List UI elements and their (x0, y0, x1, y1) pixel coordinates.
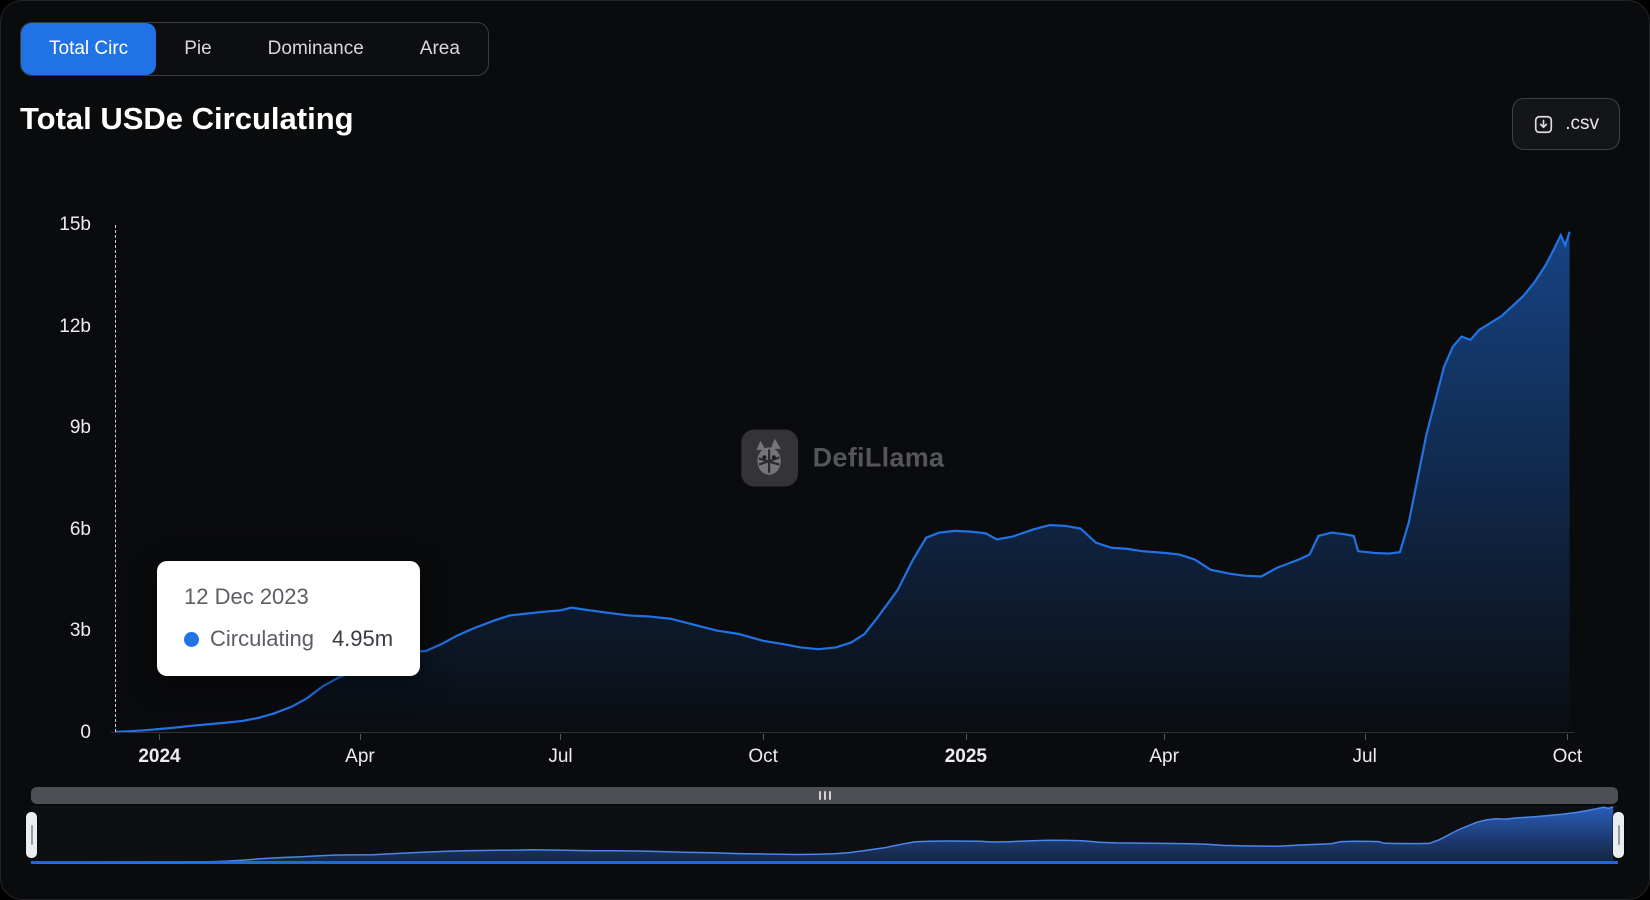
chart-tooltip: 12 Dec 2023 Circulating 4.95m (157, 561, 421, 676)
y-axis-label: 12b (59, 315, 91, 337)
x-axis-tick (1567, 734, 1569, 740)
y-axis-label: 9b (69, 417, 91, 439)
brush-scrollbar[interactable] (31, 787, 1618, 804)
brush-handle-right[interactable] (1613, 812, 1624, 858)
brush-mini-chart[interactable] (31, 806, 1618, 864)
brush-handle-left[interactable] (26, 812, 37, 858)
y-axis-label: 6b (69, 518, 91, 540)
x-axis-tick (159, 734, 161, 740)
timeline-brush (26, 787, 1624, 865)
download-icon (1535, 115, 1553, 133)
main-chart-area[interactable]: DefiLlama 12 Dec 2023 Circulating 4.95m (111, 225, 1574, 733)
y-axis-label: 3b (69, 620, 91, 642)
chart-type-tabs: Total Circ Pie Dominance Area (20, 22, 489, 76)
series-color-dot (184, 631, 199, 647)
watermark-text: DefiLlama (812, 442, 945, 473)
x-axis-label: Oct (748, 746, 778, 767)
defillama-watermark: DefiLlama (740, 429, 945, 487)
mini-area-chart (35, 806, 1614, 864)
tab-dominance[interactable]: Dominance (240, 23, 392, 75)
x-axis-tick (560, 734, 562, 740)
scrollbar-grip-icon (818, 791, 831, 800)
tooltip-series-label: Circulating (210, 626, 314, 651)
x-axis-label: Apr (1149, 746, 1179, 767)
tab-pie[interactable]: Pie (156, 23, 239, 75)
crosshair-dashed-line (115, 225, 117, 732)
y-axis-label: 0 (80, 722, 91, 743)
x-axis-label: Oct (1552, 746, 1583, 767)
csv-button-label: .csv (1565, 113, 1599, 134)
tab-area[interactable]: Area (392, 23, 488, 75)
x-axis-tick (965, 734, 967, 740)
mini-area-fill (35, 806, 1614, 864)
x-axis-label: 2025 (944, 746, 988, 767)
x-axis-label: 2024 (138, 746, 181, 767)
tooltip-value: 4.95m (331, 626, 394, 651)
tooltip-series-row: Circulating 4.95m (184, 626, 393, 652)
page-title: Total USDe Circulating (20, 101, 354, 136)
x-axis-tick (1364, 734, 1366, 740)
brush-baseline (31, 861, 1618, 864)
tab-total-circ[interactable]: Total Circ (21, 23, 157, 75)
mini-series-line (35, 806, 1614, 864)
x-axis-label: Jul (548, 746, 573, 767)
defillama-logo-icon (740, 429, 798, 487)
download-csv-button[interactable]: .csv (1512, 98, 1620, 150)
series-area-fill (115, 231, 1570, 732)
x-axis-label: Apr (345, 746, 375, 767)
x-axis-tick (359, 734, 361, 740)
x-axis-tick (1164, 734, 1166, 740)
x-axis-tick (763, 734, 765, 740)
x-axis-label: Jul (1352, 746, 1377, 767)
tooltip-date: 12 Dec 2023 (184, 584, 309, 609)
y-axis-label: 15b (59, 214, 91, 235)
